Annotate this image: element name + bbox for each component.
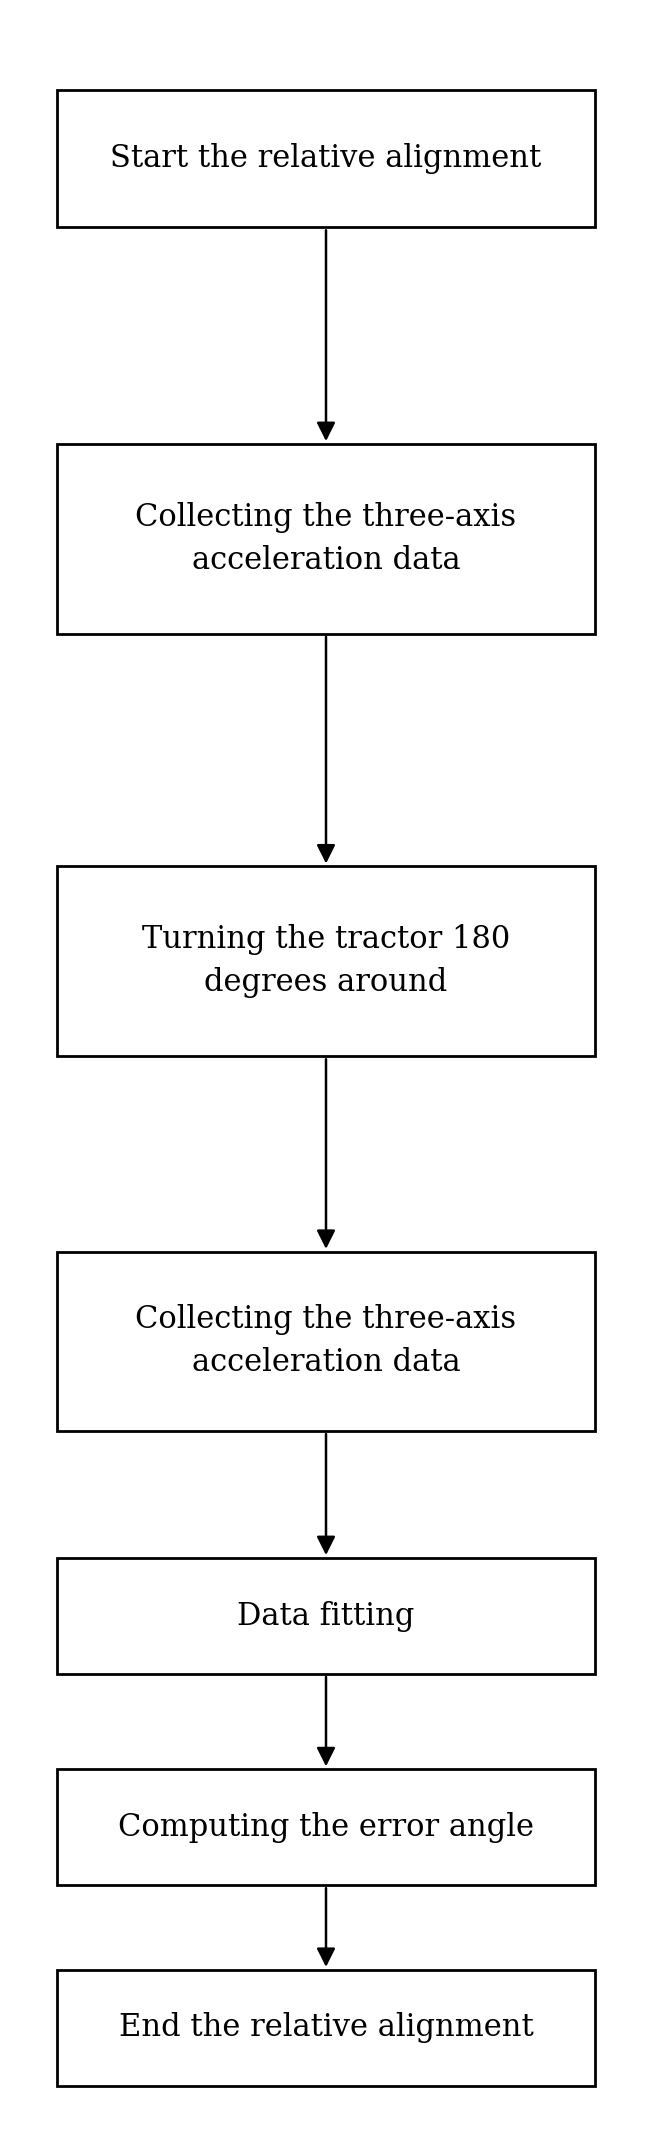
Bar <box>57 1970 595 2086</box>
Bar <box>57 1558 595 1674</box>
Bar <box>57 444 595 634</box>
Text: Data fitting: Data fitting <box>237 1601 415 1631</box>
Bar <box>57 866 595 1056</box>
Text: Start the relative alignment: Start the relative alignment <box>110 144 542 175</box>
Text: Collecting the three-axis
acceleration data: Collecting the three-axis acceleration d… <box>136 502 516 575</box>
Bar <box>57 91 595 228</box>
Bar <box>57 1252 595 1431</box>
Text: Turning the tractor 180
degrees around: Turning the tractor 180 degrees around <box>142 924 510 998</box>
Text: Computing the error angle: Computing the error angle <box>118 1812 534 1843</box>
Bar <box>57 1769 595 1886</box>
Text: End the relative alignment: End the relative alignment <box>119 2013 533 2043</box>
Text: Collecting the three-axis
acceleration data: Collecting the three-axis acceleration d… <box>136 1304 516 1379</box>
